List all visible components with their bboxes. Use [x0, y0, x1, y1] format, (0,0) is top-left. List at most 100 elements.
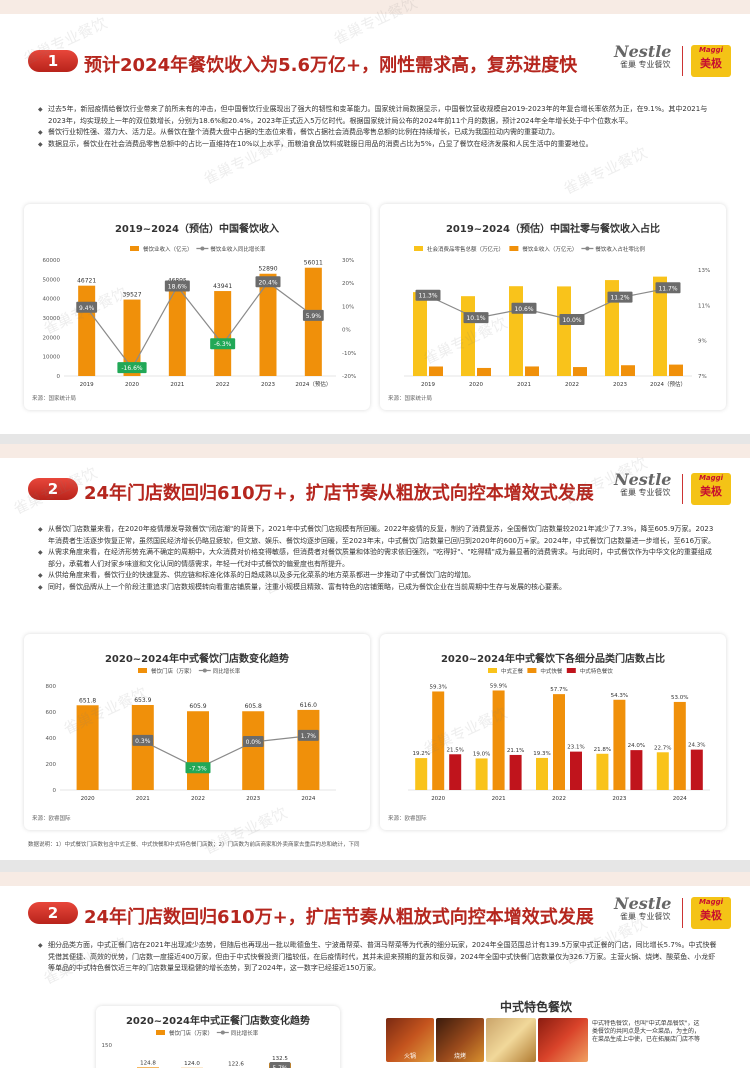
- growth-rate-box: [132, 734, 154, 746]
- y-tick-label: 0: [57, 374, 61, 380]
- y-tick-label: 50000: [43, 277, 61, 283]
- legend-label: 中式正餐: [501, 667, 524, 675]
- growth-rate-box: [164, 280, 190, 292]
- x-tick-label: 2019: [80, 382, 94, 388]
- catering-bar: [669, 364, 683, 376]
- store-count-bar: [242, 711, 265, 790]
- top-strip: [0, 0, 750, 14]
- image-panel-title: 中式特色餐饮: [500, 1000, 573, 1014]
- logo-divider: [682, 46, 683, 76]
- y-tick-label: 40000: [43, 297, 61, 303]
- legend-label: 同比增长率: [231, 1029, 259, 1037]
- y-tick-label: 150: [102, 1043, 113, 1049]
- retail-bar: [653, 276, 667, 376]
- legend-swatch: [220, 1030, 225, 1035]
- hotpot-image: 火锅: [386, 1018, 434, 1062]
- formal-dining-chart: 餐饮门店（万家）同比增长率150100124.8124.0122.6132.55…: [102, 1029, 291, 1068]
- legend-swatch: [138, 668, 147, 673]
- legend-swatch: [414, 246, 423, 251]
- store-count-bar: [131, 704, 154, 790]
- catering-bar: [573, 367, 587, 376]
- logo-divider: [682, 474, 683, 504]
- category-bar: [613, 699, 626, 790]
- maggi-logo: Maggi 美极: [691, 473, 731, 505]
- bar-value-label: 132.5: [272, 1056, 288, 1062]
- bar-value-label: 59.3%: [429, 684, 446, 690]
- chart-panel-formal-dining: 2020~2024年中式正餐门店数变化趋势 餐饮门店（万家）同比增长率15010…: [96, 1006, 340, 1068]
- bar-value-label: 653.9: [134, 697, 151, 704]
- growth-rate-box: [559, 314, 585, 325]
- chart-source: 来源：国家统计局: [32, 396, 77, 402]
- y-tick-label: 800: [46, 684, 57, 690]
- bar-value-label: 43941: [213, 283, 232, 290]
- retail-bar: [413, 292, 427, 376]
- section-number-badge: 2: [28, 902, 78, 924]
- revenue-bar: [304, 267, 322, 376]
- retail-share-chart: 社会消费品零售总额（万亿元） 餐饮业收入（万亿元） 餐饮收入占社零比例 13% 11% 9…: [404, 245, 710, 388]
- x-tick-label: 2019: [421, 382, 435, 388]
- growth-rate-label: -7.3%: [189, 765, 207, 772]
- slide-1: 1 预计2024年餐饮收入为5.6万亿+，刚性需求高，复苏进度快 Nestle …: [0, 0, 750, 434]
- legend-swatch: [488, 668, 497, 673]
- category-bar: [536, 757, 548, 790]
- bullet-list: 细分品类方面，中式正餐门店在2021年出现减少态势，但随后也再现出一批以毗德鱼生…: [38, 940, 718, 975]
- growth-rate-box: [511, 302, 537, 314]
- growth-rate-label: 0.3%: [135, 738, 151, 745]
- x-tick-label: 2023: [612, 796, 626, 802]
- growth-rate-box: [302, 309, 324, 321]
- growth-rate-label: 5.7%: [272, 1065, 288, 1068]
- growth-rate-label: 9.4%: [79, 305, 95, 312]
- bar-value-label: 54.3%: [611, 693, 628, 699]
- y2-tick-label: 11%: [698, 303, 710, 309]
- growth-rate-label: 10.0%: [562, 317, 581, 324]
- chart-title: 2019~2024（预估）中国社零与餐饮收入占比: [445, 224, 661, 235]
- bar-value-label: 46721: [77, 278, 96, 285]
- slide-separator: [0, 860, 750, 872]
- maggi-logo: Maggi 美极: [691, 45, 731, 77]
- bullet-item: 过去5年，新冠疫情给餐饮行业带来了前所未有的冲击，但中国餐饮行业展现出了强大的韧…: [38, 104, 718, 127]
- slide-title: 预计2024年餐饮收入为5.6万亿+，刚性需求高，复苏进度快: [84, 55, 578, 76]
- category-share-chart: 中式正餐 中式快餐 中式特色餐饮 19.2% 59.3% 21.5% 2020 19.0% 59…: [408, 667, 710, 802]
- image-caption: 烧烤: [453, 1053, 466, 1060]
- category-bar: [475, 758, 488, 790]
- growth-rate-label: -6.3%: [214, 341, 232, 348]
- slide-separator: [0, 434, 750, 444]
- legend-label: 餐饮业收入（万亿元）: [522, 245, 577, 253]
- bar-value-label: 22.7%: [654, 745, 671, 751]
- category-bar: [553, 694, 565, 790]
- bullet-list: 从餐饮门店数量来看，在2020年疫情爆发导致餐饮"闭店潮"的背景下，2021年中…: [38, 524, 718, 593]
- slide-title: 24年门店数回归610万+，扩店节奏从粗放式向控本增效式发展: [84, 907, 594, 928]
- revenue-chart: 餐饮业收入（亿元） 餐饮业收入同比增长率 60000 50000 40000 30000 2…: [43, 245, 357, 388]
- bar-value-label: 59.9%: [490, 683, 507, 689]
- x-tick-label: 2024: [301, 796, 315, 802]
- y2-tick-label: -10%: [342, 351, 356, 357]
- bullet-item: 餐饮行业韧性强、潜力大、活力足。从餐饮在整个消费大盘中占据的生态位来看，餐饮占据…: [38, 127, 718, 139]
- growth-rate-box: [269, 1062, 291, 1068]
- store-count-chart: 餐饮门店（万家） 同比增长率 800 600 400 200 0 651.8 2020 653.9…: [46, 667, 336, 802]
- category-bar: [656, 752, 669, 790]
- chart-panel-retail-share: 2019~2024（预估）中国社零与餐饮收入占比 社会消费品零售总额（万亿元） 餐…: [380, 204, 726, 410]
- growth-rate-label: -16.6%: [121, 365, 143, 372]
- bar-value-label: 605.8: [245, 703, 262, 710]
- legend-label: 餐饮门店（万家）: [169, 1029, 213, 1037]
- food-image-strip: 火锅 烧烤: [386, 1018, 588, 1062]
- x-tick-label: 2023: [261, 382, 275, 388]
- bar-value-label: 24.0%: [628, 743, 645, 749]
- y-tick-label: 20000: [43, 335, 61, 341]
- chart-source: 来源：欧睿国际: [388, 816, 427, 822]
- x-tick-label: 2024（预估）: [650, 380, 686, 388]
- revenue-bar: [78, 285, 96, 376]
- bar-value-label: 39527: [122, 292, 141, 299]
- bar-value-label: 616.0: [300, 702, 317, 709]
- section-number-badge: 2: [28, 478, 78, 500]
- y2-tick-label: 20%: [342, 281, 354, 287]
- y-tick-label: 30000: [43, 316, 61, 322]
- bullet-list: 过去5年，新冠疫情给餐饮行业带来了前所未有的冲击，但中国餐饮行业展现出了强大的韧…: [38, 104, 718, 150]
- bar-value-label: 19.0%: [473, 751, 490, 757]
- x-tick-label: 2024: [673, 796, 687, 802]
- y2-tick-label: 0%: [342, 328, 351, 334]
- legend-swatch: [527, 668, 537, 673]
- y-tick-label: 60000: [43, 258, 61, 264]
- data-footnote: 数据说明：1）中式餐饮门店数包含中式正餐、中式快餐和中式特色餐门店数；2）门店数…: [28, 842, 360, 848]
- legend-swatch: [156, 1030, 165, 1035]
